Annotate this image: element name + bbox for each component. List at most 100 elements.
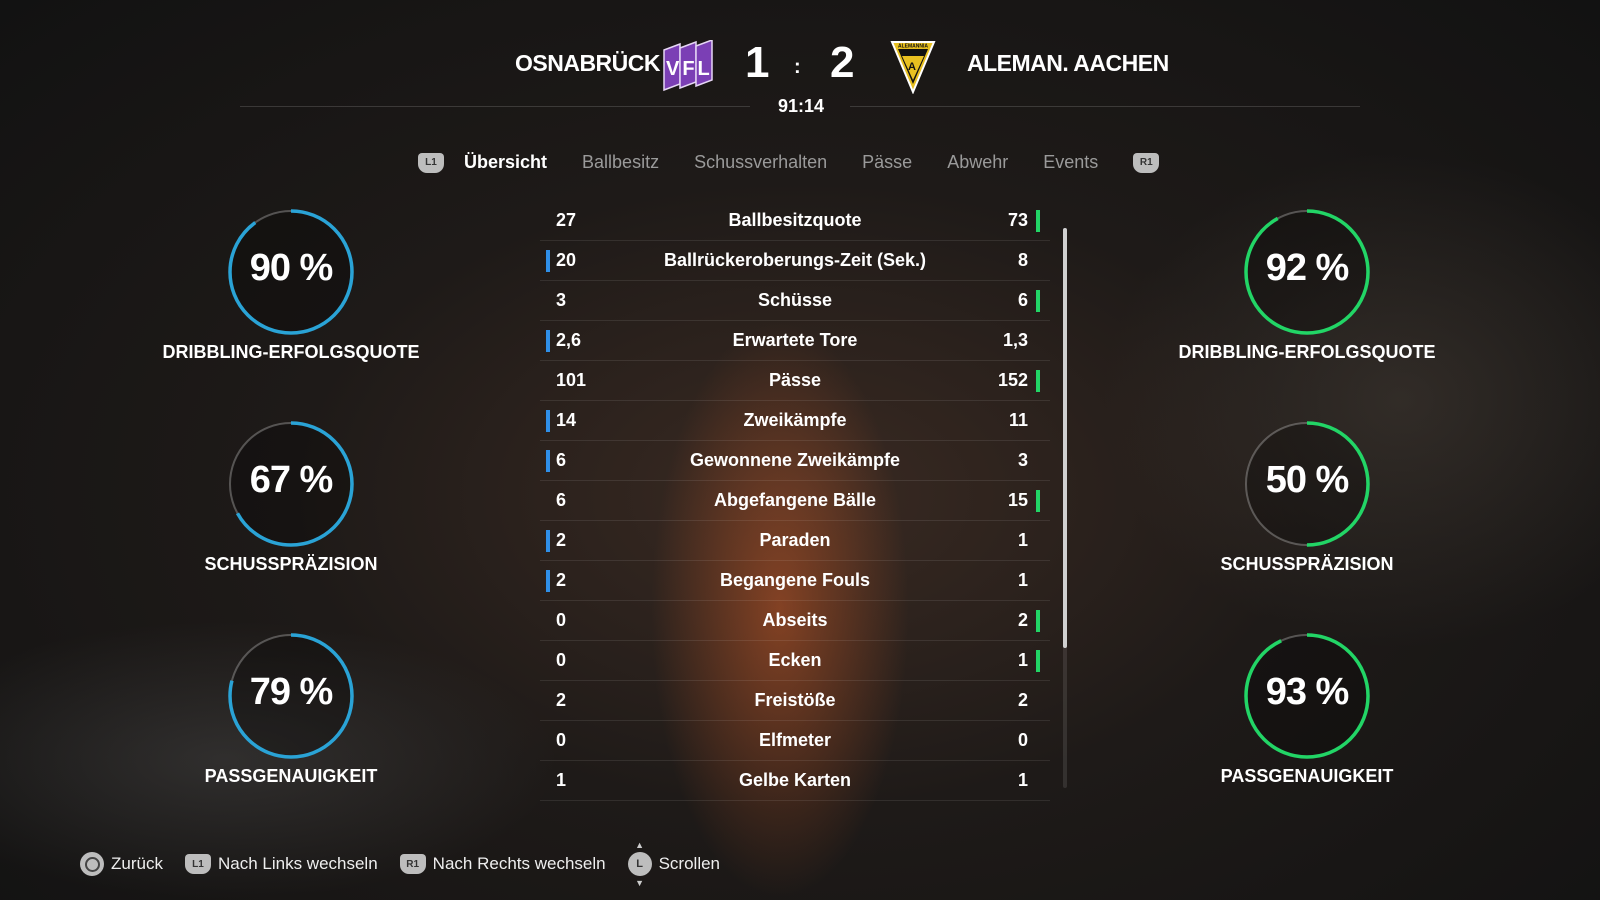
away-ring-gauge: 50 %: [1242, 419, 1372, 549]
prev-tab-hint[interactable]: L1 Nach Links wechseln: [184, 854, 378, 874]
home-value: 101: [556, 370, 587, 390]
prev-tab-label: Nach Links wechseln: [217, 854, 378, 873]
home-ring-gauge: 90 %: [226, 207, 356, 337]
left-stick-icon: L ▲ ▼: [627, 840, 652, 888]
away-value: 2: [1017, 690, 1028, 710]
away-lead-marker: [1036, 210, 1040, 232]
match-clock: 91:14: [778, 96, 825, 116]
away-value: 2: [1017, 610, 1028, 630]
away-value: 0: [1017, 730, 1028, 750]
away-team-logo: ALEMANNIA A: [890, 40, 936, 95]
away-value: 15: [1007, 490, 1028, 510]
divider: [240, 106, 750, 107]
background-blur: [650, 320, 910, 900]
stat-label: Erwartete Tore: [732, 330, 858, 350]
away-value: 73: [1007, 210, 1028, 230]
r1-button-icon[interactable]: R1: [1133, 152, 1160, 173]
away-ring-label: SCHUSSPRÄZISION: [1220, 554, 1394, 574]
svg-text:A: A: [908, 61, 916, 73]
back-label: Zurück: [111, 854, 163, 873]
stat-row: 27 Ballbesitzquote 73: [540, 201, 1050, 241]
tab-abwehr[interactable]: Abwehr: [947, 152, 1009, 172]
stat-row: 0 Abseits 2: [540, 601, 1050, 641]
home-value: 2: [556, 690, 567, 710]
away-value: 3: [1017, 450, 1028, 470]
away-value: 1: [1017, 530, 1028, 550]
tab-events[interactable]: Events: [1043, 152, 1099, 172]
home-value: 3: [556, 290, 567, 310]
stat-label: Gewonnene Zweikämpfe: [689, 450, 901, 470]
away-team-name: ALEMAN. AACHEN: [967, 50, 1169, 76]
away-value: 1: [1017, 650, 1028, 670]
ring-icon: [228, 209, 354, 335]
stat-label: Zweikämpfe: [743, 410, 847, 430]
home-ring-label: SCHUSSPRÄZISION: [204, 554, 378, 574]
stat-label: Ballrückeroberungs-Zeit (Sek.): [663, 250, 927, 270]
footer-controls: Zurück L1 Nach Links wechseln R1 Nach Rech…: [80, 840, 742, 888]
home-lead-marker: [546, 250, 550, 272]
home-value: 14: [556, 410, 577, 430]
away-score: 2: [830, 38, 855, 87]
away-ring-label: DRIBBLING-ERFOLGSQUOTE: [1178, 342, 1436, 362]
home-lead-marker: [546, 410, 550, 432]
ring-icon: [1244, 421, 1370, 547]
away-logo-text: ALEMANNIA: [898, 44, 928, 50]
home-ring-gauge: 67 %: [226, 419, 356, 549]
l1-button-icon: L1: [184, 854, 211, 874]
stat-row: 0 Elfmeter 0: [540, 721, 1050, 761]
away-value: 1: [1017, 570, 1028, 590]
home-lead-marker: [546, 330, 550, 352]
stat-label: Begangene Fouls: [719, 570, 871, 590]
away-lead-marker: [1036, 290, 1040, 312]
stat-row: 6 Abgefangene Bälle 15: [540, 481, 1050, 521]
stat-label: Abseits: [762, 610, 828, 630]
scrollbar-thumb[interactable]: [1063, 228, 1067, 648]
away-lead-marker: [1036, 650, 1040, 672]
stat-row: 1 Gelbe Karten 1: [540, 761, 1050, 801]
home-ring-label: DRIBBLING-ERFOLGSQUOTE: [162, 342, 420, 362]
stats-tabs: L1 Übersicht Ballbesitz Schussverhalten …: [418, 152, 1160, 173]
stat-label: Ballbesitzquote: [728, 210, 862, 230]
stat-label: Ecken: [768, 650, 822, 670]
stat-row: 101 Pässe 152: [540, 361, 1050, 401]
ring-percent: 92 %: [1265, 247, 1350, 289]
away-value: 1: [1017, 770, 1028, 790]
scrollbar[interactable]: [1063, 228, 1067, 788]
ring-icon: [1244, 633, 1370, 759]
tab-ballbesitz[interactable]: Ballbesitz: [582, 152, 660, 172]
stat-row: 6 Gewonnene Zweikämpfe 3: [540, 441, 1050, 481]
away-value: 8: [1017, 250, 1028, 270]
away-value: 152: [997, 370, 1028, 390]
home-value: 0: [556, 610, 567, 630]
tab-schussverhalten[interactable]: Schussverhalten: [694, 152, 828, 172]
ring-icon: [228, 421, 354, 547]
home-ring-label: PASSGENAUIGKEIT: [204, 766, 378, 786]
home-logo-text: VFL: [666, 58, 713, 80]
ring-percent: 90 %: [249, 247, 334, 289]
home-value: 0: [556, 730, 567, 750]
home-value: 6: [556, 450, 567, 470]
home-value: 2: [556, 530, 567, 550]
stat-row: 2 Begangene Fouls 1: [540, 561, 1050, 601]
home-value: 2: [556, 570, 567, 590]
ring-percent: 93 %: [1265, 671, 1350, 713]
stat-row: 0 Ecken 1: [540, 641, 1050, 681]
tab-uebersicht[interactable]: Übersicht: [464, 152, 548, 172]
away-ring-gauge: 93 %: [1242, 631, 1372, 761]
l1-button-icon[interactable]: L1: [418, 152, 444, 173]
away-lead-marker: [1036, 370, 1040, 392]
stat-row: 3 Schüsse 6: [540, 281, 1050, 321]
ring-icon: [1244, 209, 1370, 335]
ring-percent: 79 %: [249, 671, 334, 713]
home-value: 27: [556, 210, 577, 230]
away-lead-marker: [1036, 610, 1040, 632]
next-tab-hint[interactable]: R1 Nach Rechts wechseln: [399, 854, 606, 874]
tab-paesse[interactable]: Pässe: [862, 152, 913, 172]
away-value: 1,3: [1002, 330, 1028, 350]
circle-button-icon: [80, 852, 104, 876]
background-blur: [1100, 150, 1600, 650]
scroll-hint[interactable]: L ▲ ▼ Scrollen: [627, 840, 720, 888]
stat-label: Abgefangene Bälle: [713, 490, 877, 510]
away-ring-label: PASSGENAUIGKEIT: [1220, 766, 1394, 786]
back-hint[interactable]: Zurück: [80, 852, 163, 876]
